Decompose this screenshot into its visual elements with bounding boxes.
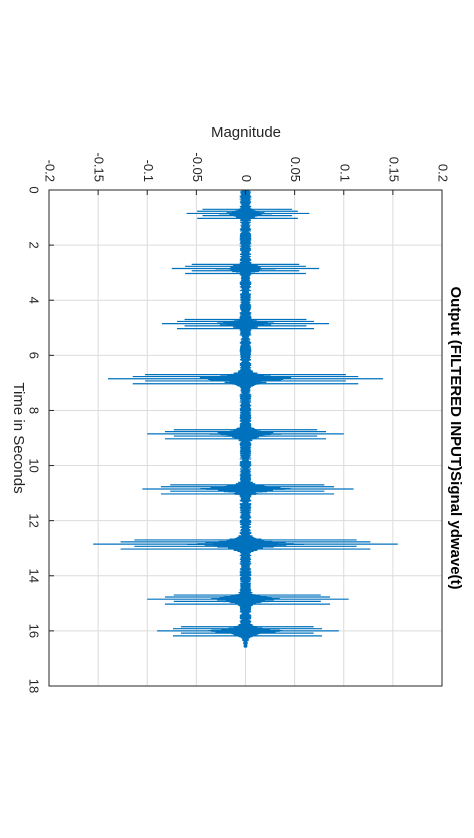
magnitude-tick-label: 0.15 [386, 157, 401, 182]
magnitude-tick-label: 0.05 [288, 157, 303, 182]
magnitude-tick-label: -0.05 [190, 152, 205, 182]
time-tick-label: 4 [27, 297, 42, 304]
time-tick-label: 14 [27, 569, 42, 583]
signal-burst [171, 259, 320, 286]
time-tick-label: 6 [27, 352, 42, 359]
magnitude-tick-label: -0.15 [92, 152, 107, 182]
time-tick-label: 0 [27, 186, 42, 193]
time-tick-label: 18 [27, 679, 42, 693]
time-tick-label: 16 [27, 624, 42, 638]
signal-baseline [239, 189, 252, 637]
chart-title: Output (FILTERED INPUT)Signal ydwave(t) [447, 286, 464, 589]
time-axis-label: Time in Seconds [10, 382, 27, 493]
magnitude-tick-label: 0.2 [436, 164, 451, 182]
time-tick-label: 10 [27, 458, 42, 472]
signal-series [93, 189, 398, 648]
signal-burst [147, 590, 349, 616]
signal-burst [186, 204, 310, 231]
time-axis-ticks: 0 2 4 6 8 10 12 14 16 18 [27, 186, 54, 693]
signal-burst [157, 622, 339, 648]
signal-burst [93, 535, 398, 561]
magnitude-axis-ticks: -0.2 -0.15 -0.1 -0.05 0 0.05 0.1 0.15 0.2 [43, 152, 451, 195]
signal-burst [147, 425, 344, 451]
signal-burst [107, 369, 384, 396]
magnitude-tick-label: 0 [239, 175, 254, 182]
signal-burst [142, 480, 354, 506]
magnitude-tick-label: -0.2 [43, 160, 58, 182]
time-tick-label: 8 [27, 407, 42, 414]
time-tick-label: 12 [27, 513, 42, 527]
magnitude-tick-label: 0.1 [337, 164, 352, 182]
magnitude-tick-label: -0.1 [141, 160, 156, 182]
magnitude-axis-label: Magnitude [211, 124, 281, 141]
signal-burst [161, 314, 330, 341]
time-tick-label: 2 [27, 241, 42, 248]
